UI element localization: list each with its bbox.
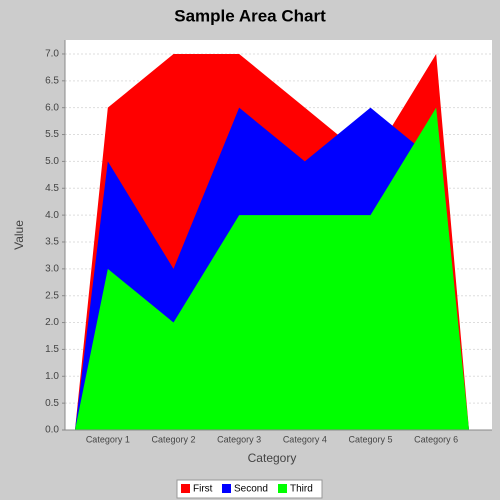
x-tick-label: Category 3 (217, 434, 261, 444)
y-tick-label: 1.0 (45, 371, 59, 382)
x-axis-label: Category (248, 451, 297, 465)
y-tick-label: 4.0 (45, 210, 59, 221)
x-tick-label: Category 5 (348, 434, 392, 444)
chart-title: Sample Area Chart (174, 6, 326, 25)
legend-swatch (181, 484, 190, 493)
y-tick-label: 2.5 (45, 290, 59, 301)
y-tick-label: 5.0 (45, 156, 59, 167)
y-tick-label: 6.0 (45, 102, 59, 113)
legend-label: Second (234, 484, 268, 495)
x-tick-label: Category 6 (414, 434, 458, 444)
y-tick-label: 0.0 (45, 425, 59, 436)
y-tick-label: 0.5 (45, 398, 59, 409)
legend-swatch (278, 484, 287, 493)
area (75, 107, 469, 431)
y-tick-label: 4.5 (45, 183, 59, 194)
y-tick-label: 2.0 (45, 317, 59, 328)
legend-swatch (222, 484, 231, 493)
x-tick-label: Category 2 (151, 434, 195, 444)
x-tick-label: Category 1 (86, 434, 130, 444)
y-tick-label: 3.5 (45, 237, 59, 248)
y-tick-label: 3.0 (45, 263, 59, 274)
x-tick-label: Category 4 (283, 434, 327, 444)
legend-label: First (193, 484, 213, 495)
y-axis-label: Value (12, 220, 26, 250)
legend-label: Third (290, 484, 313, 495)
y-tick-label: 5.5 (45, 129, 59, 140)
y-tick-label: 7.0 (45, 49, 59, 60)
y-tick-label: 6.5 (45, 75, 59, 86)
y-tick-label: 1.5 (45, 344, 59, 355)
